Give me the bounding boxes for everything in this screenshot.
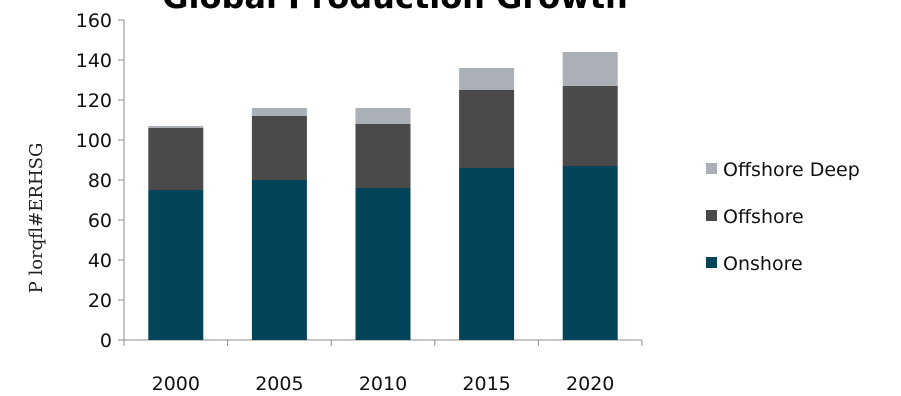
bar-segment-onshore: [148, 190, 204, 340]
bar-segment-onshore: [355, 188, 411, 340]
bar-segment-onshore: [251, 180, 307, 340]
bar-segment-offshore-deep: [148, 126, 204, 128]
bar-segment-offshore-deep: [355, 108, 411, 124]
y-tick-label: 20: [88, 290, 112, 312]
y-tick-label: 40: [88, 250, 112, 272]
legend-swatch: [706, 163, 717, 174]
legend-swatch: [706, 257, 717, 268]
bars: [148, 52, 618, 340]
axes: 0 20 40 60 80 100 120 140 160 2000 2005 2010 2015 202…: [76, 10, 643, 395]
bar-segment-offshore: [459, 90, 515, 168]
bar-segment-offshore: [562, 86, 618, 166]
bar-segment-onshore: [562, 166, 618, 340]
x-tick-label: 2020: [566, 373, 614, 395]
legend-label: Onshore: [723, 253, 803, 275]
x-tick-label: 2005: [255, 373, 303, 395]
x-tick-label: 2010: [359, 373, 407, 395]
legend-swatch: [706, 210, 717, 221]
bar-segment-offshore-deep: [251, 108, 307, 116]
y-tick-label: 120: [76, 90, 112, 112]
x-tick-label: 2000: [152, 373, 200, 395]
bar-segment-offshore: [251, 116, 307, 180]
y-tick-label: 160: [76, 10, 112, 32]
y-tick-label: 0: [100, 330, 112, 352]
x-tick-label: 2015: [462, 373, 510, 395]
y-axis-label: P lorqfl#ERHSG: [26, 143, 47, 294]
legend-label: Offshore: [723, 206, 804, 228]
legend: Offshore Deep Offshore Onshore: [706, 159, 860, 275]
bar-segment-offshore-deep: [562, 52, 618, 86]
y-tick-label: 140: [76, 50, 112, 72]
bar-segment-offshore: [148, 128, 204, 190]
y-tick-label: 80: [88, 170, 112, 192]
bar-segment-offshore-deep: [459, 68, 515, 90]
bar-segment-offshore: [355, 124, 411, 188]
chart-title: Global Production Growth: [162, 0, 628, 16]
legend-label: Offshore Deep: [723, 159, 860, 181]
bar-segment-onshore: [459, 168, 515, 340]
y-tick-label: 100: [76, 130, 112, 152]
y-tick-label: 60: [88, 210, 112, 232]
